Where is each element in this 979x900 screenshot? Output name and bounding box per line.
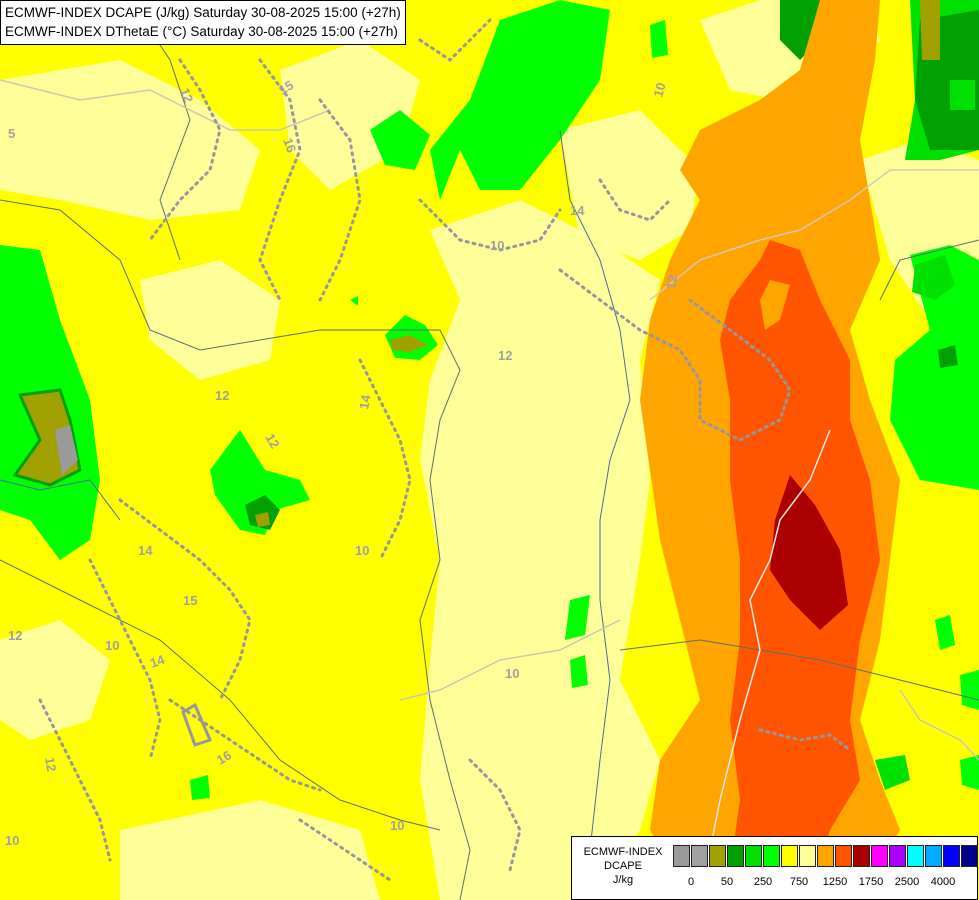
title-line-dcape: ECMWF-INDEX DCAPE (J/kg) Saturday 30-08-… xyxy=(5,5,401,20)
contour-label: 16 xyxy=(280,136,299,155)
contour-label: 5 xyxy=(8,126,15,141)
contour-label: 14 xyxy=(138,543,153,558)
contour-label: 14 xyxy=(570,203,585,218)
contour-label: 14 xyxy=(356,393,373,411)
legend-swatch xyxy=(691,845,708,867)
legend-swatch xyxy=(763,845,780,867)
contour-label: 16 xyxy=(214,747,234,767)
map-title: ECMWF-INDEX DCAPE (J/kg) Saturday 30-08-… xyxy=(0,0,406,45)
contour-label: 10 xyxy=(650,81,668,99)
legend-swatch xyxy=(817,845,834,867)
legend-swatch xyxy=(835,845,852,867)
contour-label: 10 xyxy=(490,238,504,253)
legend-model: ECMWF-INDEX xyxy=(583,846,663,858)
title-line-dthetae: ECMWF-INDEX DThetaE (°C) Saturday 30-08-… xyxy=(5,24,398,39)
legend-swatch xyxy=(961,845,978,867)
dthetae-outline-polygon xyxy=(181,702,213,747)
legend-tick: 50 xyxy=(720,876,734,888)
legend-swatch xyxy=(781,845,798,867)
legend-label: ECMWF-INDEX DCAPE J/kg xyxy=(574,845,672,887)
legend-unit: J/kg xyxy=(612,874,634,886)
contour-label: 12 xyxy=(498,348,512,363)
contour-label-group: 5 10 10 10 10 10 10 10 12 12 12 12 12 12… xyxy=(5,77,680,848)
legend-swatch xyxy=(745,845,762,867)
legend-tick: 750 xyxy=(789,876,809,888)
legend-swatch xyxy=(853,845,870,867)
legend-swatch xyxy=(943,845,960,867)
legend-swatch xyxy=(727,845,744,867)
legend-swatch xyxy=(889,845,906,867)
dthetae-contours xyxy=(38,18,852,882)
contour-label: 12 xyxy=(262,431,282,451)
legend-tick: 1250 xyxy=(822,876,848,888)
contour-label: 12 xyxy=(42,756,59,773)
contour-label: 14 xyxy=(148,652,167,671)
legend-tick: 1750 xyxy=(858,876,884,888)
contour-label: 10 xyxy=(105,638,119,653)
legend-swatch xyxy=(871,845,888,867)
legend-tick: 250 xyxy=(753,876,773,888)
contour-label: 12 xyxy=(8,628,22,643)
contour-label: 12 xyxy=(177,86,196,105)
contour-label: 15 xyxy=(276,77,296,97)
legend-tick: 0 xyxy=(687,876,695,888)
legend-swatch xyxy=(709,845,726,867)
contour-label: 10 xyxy=(5,833,19,848)
dcape-high-values xyxy=(640,0,900,900)
dcape-low-values xyxy=(12,0,975,530)
contour-label: 10 xyxy=(505,666,519,681)
legend-swatch xyxy=(907,845,924,867)
legend-swatch xyxy=(925,845,942,867)
contour-label: 10 xyxy=(355,543,369,558)
legend-ticks: 0 50 250 750 1250 1750 2500 4000 xyxy=(673,876,973,890)
legend-swatch xyxy=(673,845,690,867)
legend-swatch xyxy=(799,845,816,867)
legend-swatches xyxy=(673,845,979,867)
contour-label: 15 xyxy=(183,593,197,608)
color-legend: ECMWF-INDEX DCAPE J/kg 0 50 250 750 1250… xyxy=(571,836,978,900)
legend-tick: 2500 xyxy=(894,876,920,888)
contour-label: 12 xyxy=(215,388,229,403)
contour-label: 10 xyxy=(390,818,404,833)
legend-variable: DCAPE xyxy=(604,860,642,872)
contour-label: 12 xyxy=(663,274,680,291)
legend-tick: 4000 xyxy=(930,876,956,888)
